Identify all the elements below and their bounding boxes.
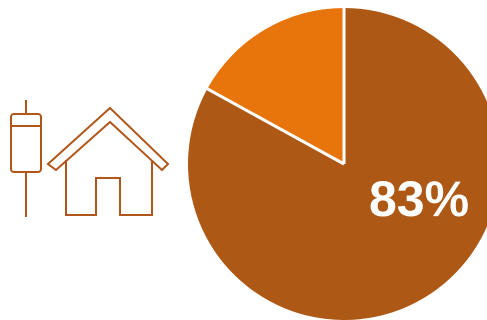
pie-slice-1 [188, 8, 487, 320]
pie-slice-label: 83% [369, 171, 469, 227]
house-icon [46, 106, 170, 216]
pie-chart [188, 8, 487, 320]
pie-slice-2 [207, 8, 344, 164]
insulator-icon [10, 100, 42, 217]
pie-separator-2 [206, 87, 345, 166]
